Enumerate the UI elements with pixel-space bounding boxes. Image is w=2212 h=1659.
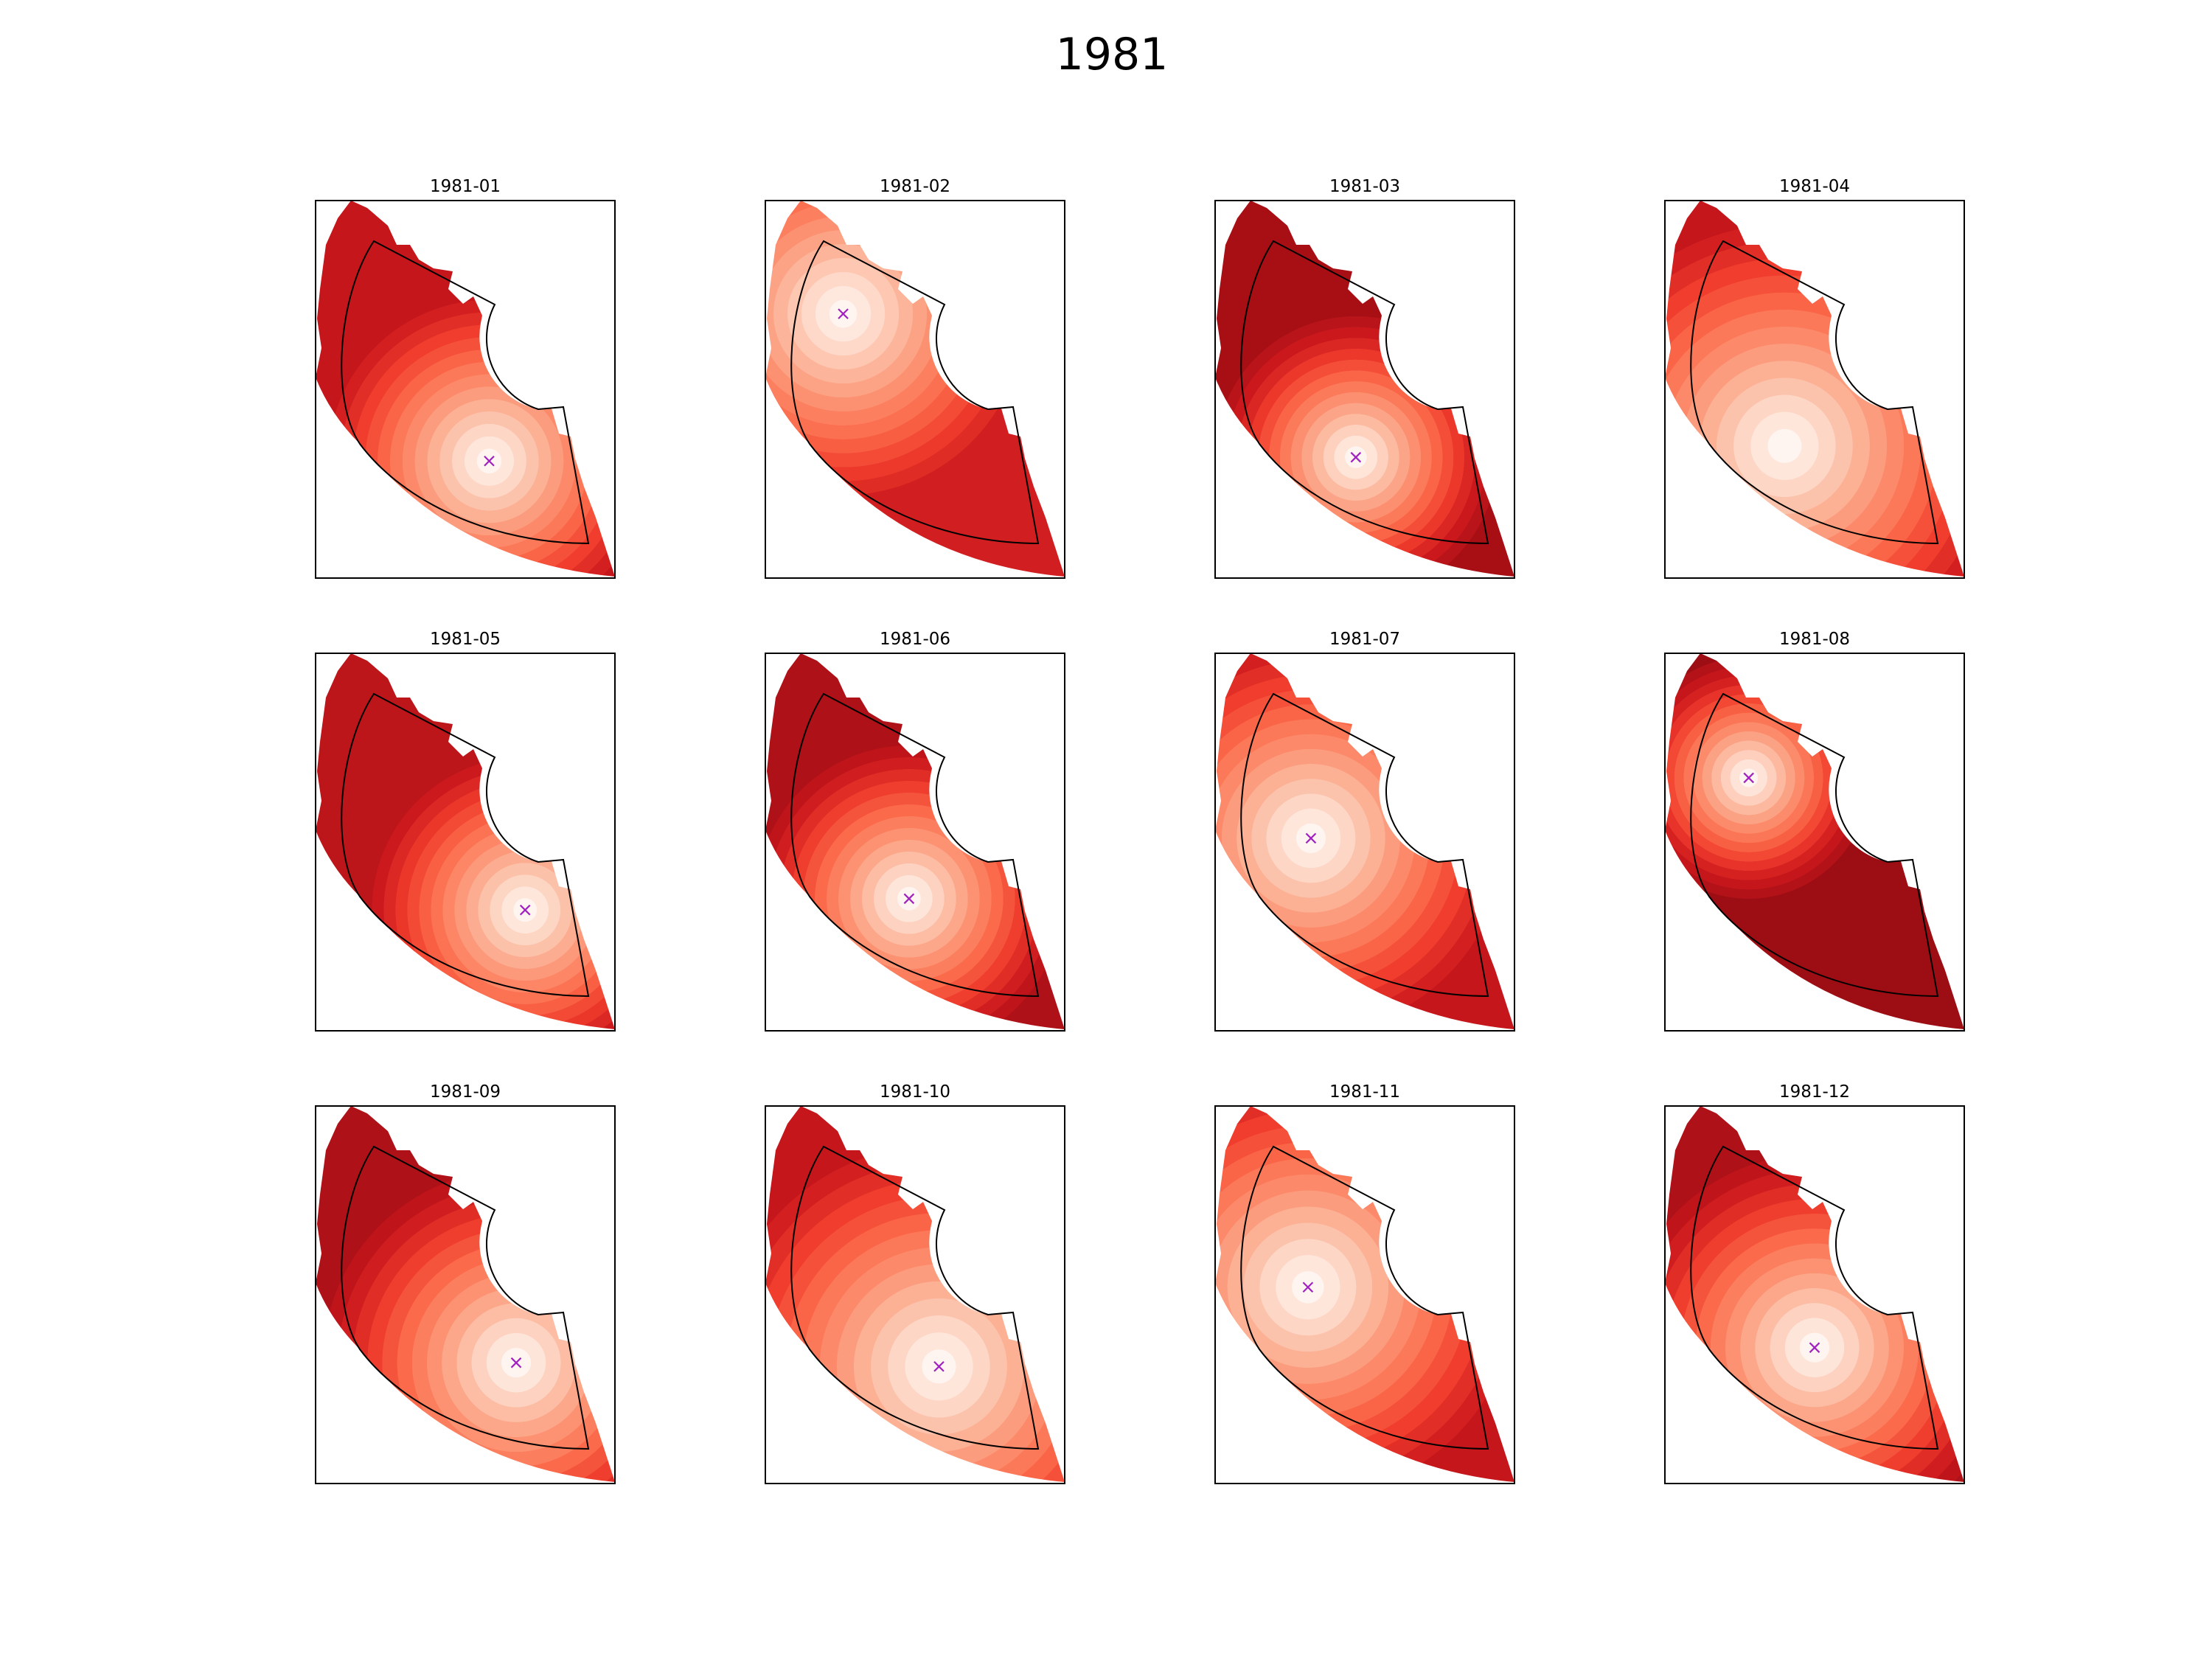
panel-grid: 1981-01 1981-02 1981-03 1981-04 1981-05 1981-… [315, 177, 1965, 1484]
axes-frame [1214, 1105, 1515, 1484]
panel-title: 1981-10 [880, 1082, 950, 1102]
max-marker [1743, 772, 1754, 784]
field-layer [1665, 1106, 1964, 1482]
temperature-field [765, 653, 1065, 1029]
region-outline [790, 1145, 1040, 1450]
temperature-field [1215, 1106, 1514, 1482]
temperature-field [1215, 653, 1514, 1029]
panel-title: 1981-04 [1779, 177, 1850, 196]
panel-1981-08: 1981-08 [1664, 630, 1965, 1032]
field-layer [316, 653, 615, 1029]
panel-1981-03: 1981-03 [1214, 177, 1515, 579]
temperature-field [1665, 653, 1964, 1029]
temperature-field [1665, 201, 1964, 577]
axes-frame [765, 653, 1065, 1032]
panel-title: 1981-07 [1329, 630, 1400, 649]
region-outline [341, 240, 590, 545]
panel-1981-09: 1981-09 [315, 1082, 616, 1484]
max-marker [519, 904, 531, 916]
field-layer [1665, 653, 1964, 1029]
panel-1981-05: 1981-05 [315, 630, 616, 1032]
max-marker [1302, 1281, 1314, 1293]
axes-frame [315, 200, 616, 579]
temperature-field [316, 201, 615, 577]
field-layer [316, 1106, 615, 1482]
panel-1981-01: 1981-01 [315, 177, 616, 579]
region-outline [1690, 240, 1939, 545]
field-layer [765, 653, 1065, 1029]
region-outline [1240, 692, 1489, 998]
temperature-field [765, 201, 1065, 577]
panel-1981-02: 1981-02 [765, 177, 1065, 579]
panel-title: 1981-08 [1779, 630, 1850, 649]
panel-title: 1981-05 [430, 630, 501, 649]
axes-frame [315, 653, 616, 1032]
field-layer [316, 201, 615, 577]
panel-1981-12: 1981-12 [1664, 1082, 1965, 1484]
panel-title: 1981-01 [430, 177, 501, 196]
panel-1981-07: 1981-07 [1214, 630, 1515, 1032]
temperature-field [316, 653, 615, 1029]
temperature-field [765, 1106, 1065, 1482]
max-marker [484, 456, 495, 467]
panel-title: 1981-12 [1779, 1082, 1850, 1102]
field-layer [765, 201, 1065, 577]
region-outline [1240, 1145, 1489, 1450]
region-outline [1240, 240, 1489, 545]
field-layer [1665, 201, 1964, 577]
axes-frame [1664, 653, 1965, 1032]
region-outline [1690, 1145, 1939, 1450]
region-outline [341, 692, 590, 998]
field-layer [1215, 1106, 1514, 1482]
figure-title: 1981 [1056, 29, 1169, 80]
axes-frame [1664, 200, 1965, 579]
panel-1981-11: 1981-11 [1214, 1082, 1515, 1484]
temperature-field [1215, 201, 1514, 577]
axes-frame [1214, 653, 1515, 1032]
panel-title: 1981-06 [880, 630, 950, 649]
temperature-field [316, 1106, 615, 1482]
region-outline [341, 1145, 590, 1450]
panel-1981-10: 1981-10 [765, 1082, 1065, 1484]
max-marker [510, 1357, 522, 1368]
max-marker [1809, 1342, 1820, 1353]
panel-title: 1981-02 [880, 177, 950, 196]
region-outline [1690, 692, 1939, 998]
field-layer [1215, 653, 1514, 1029]
max-marker [903, 893, 915, 905]
panel-1981-04: 1981-04 [1664, 177, 1965, 579]
panel-title: 1981-11 [1329, 1082, 1400, 1102]
max-marker [1350, 451, 1362, 463]
field-layer [1215, 201, 1514, 577]
panel-title: 1981-03 [1329, 177, 1400, 196]
axes-frame [765, 1105, 1065, 1484]
axes-frame [315, 1105, 616, 1484]
temperature-field [1665, 1106, 1964, 1482]
max-marker [933, 1361, 945, 1372]
panel-title: 1981-09 [430, 1082, 501, 1102]
region-outline [790, 692, 1040, 998]
max-marker [1305, 832, 1317, 844]
field-layer [765, 1106, 1065, 1482]
axes-frame [765, 200, 1065, 579]
max-marker [838, 308, 849, 319]
axes-frame [1214, 200, 1515, 579]
panel-1981-06: 1981-06 [765, 630, 1065, 1032]
axes-frame [1664, 1105, 1965, 1484]
region-outline [790, 240, 1040, 545]
